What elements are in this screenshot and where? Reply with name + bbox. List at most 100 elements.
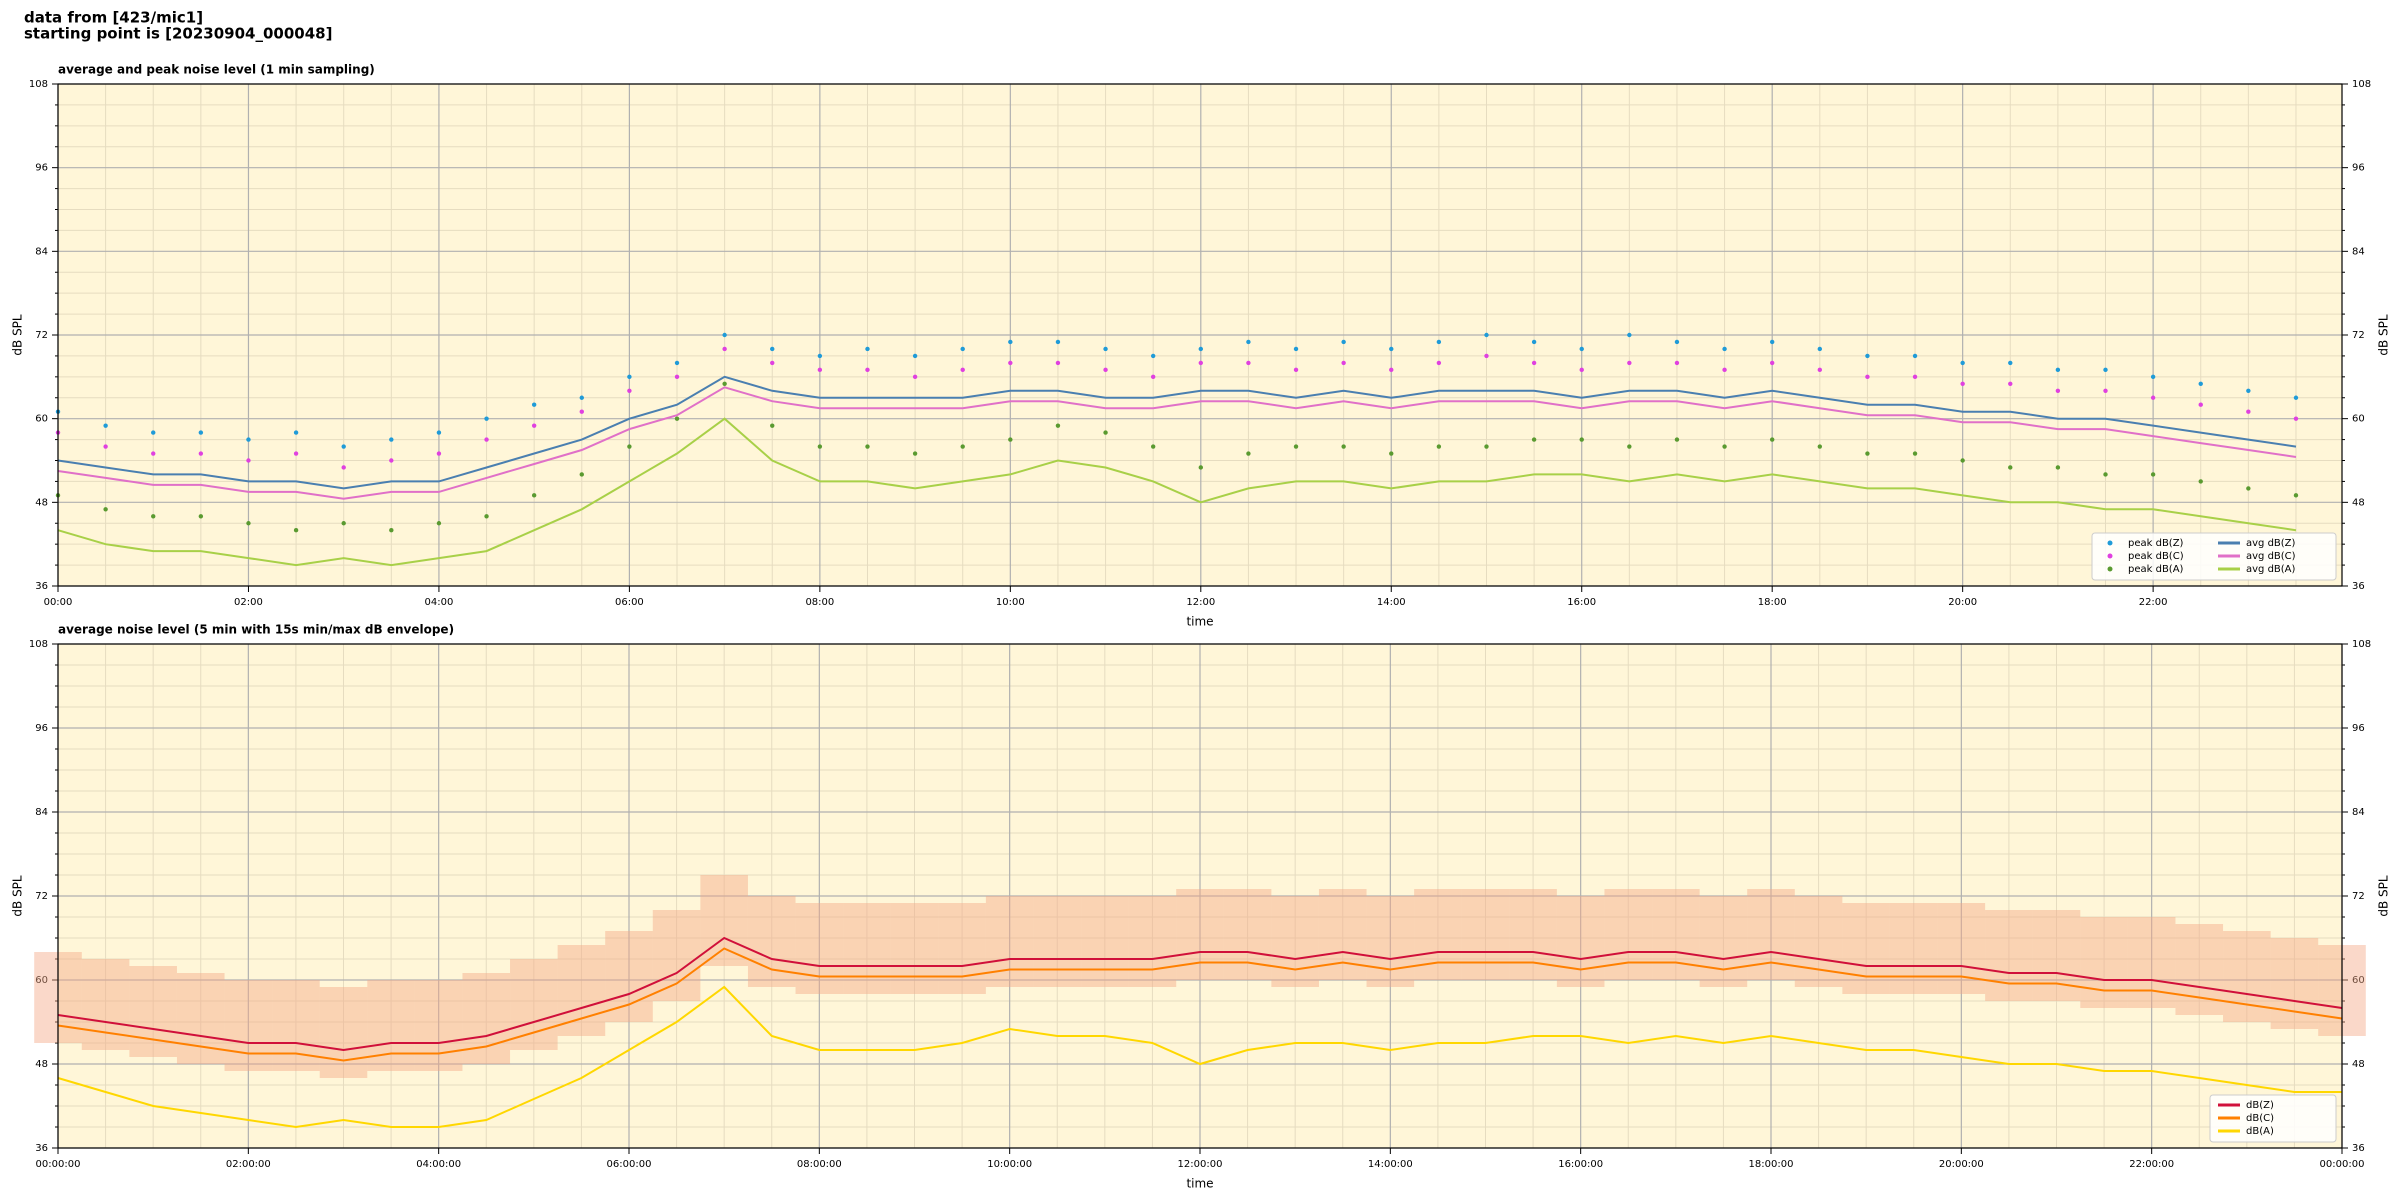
peak-point bbox=[531, 423, 537, 428]
x-tick-label: 10:00 bbox=[996, 597, 1025, 608]
peak-point bbox=[1103, 346, 1108, 352]
peak-point bbox=[1198, 360, 1203, 366]
envelope bbox=[1366, 896, 1415, 987]
x-tick-label: 02:00 bbox=[234, 597, 263, 608]
envelope bbox=[890, 903, 939, 994]
envelope bbox=[1889, 903, 1938, 994]
peak-point bbox=[1246, 451, 1251, 456]
header-line: data from [423/mic1] bbox=[24, 9, 203, 27]
peak-point bbox=[1341, 444, 1346, 449]
y-tick-label: 36 bbox=[2352, 1143, 2365, 1154]
peak-point bbox=[817, 444, 823, 449]
peak-point bbox=[960, 367, 965, 373]
x-tick-label: 22:00:00 bbox=[2129, 1159, 2174, 1170]
envelope bbox=[1414, 889, 1462, 980]
y-tick-label: 48 bbox=[2352, 497, 2365, 508]
peak-point bbox=[674, 360, 680, 366]
peak-point bbox=[1960, 381, 1965, 387]
peak-point bbox=[1246, 360, 1251, 366]
peak-point bbox=[1150, 444, 1156, 449]
peak-point bbox=[2246, 388, 2251, 393]
peak-point bbox=[2246, 486, 2251, 491]
legend-label: avg dB(C) bbox=[2246, 551, 2296, 562]
y-tick-label: 72 bbox=[35, 891, 48, 902]
peak-point bbox=[1389, 451, 1394, 456]
envelope bbox=[1604, 889, 1653, 980]
peak-point bbox=[389, 437, 394, 442]
peak-point bbox=[2008, 465, 2013, 470]
series-line bbox=[57, 936, 2343, 1052]
envelope bbox=[1747, 889, 1795, 980]
peak-point bbox=[484, 416, 489, 421]
envelope bbox=[1176, 889, 1224, 980]
envelope bbox=[510, 959, 558, 1050]
legend-swatch bbox=[2107, 566, 2113, 572]
peak-point bbox=[770, 423, 775, 428]
envelope bbox=[224, 980, 273, 1071]
peak-point bbox=[770, 346, 775, 352]
envelope bbox=[1652, 889, 1700, 980]
x-tick-label: 06:00:00 bbox=[607, 1159, 652, 1170]
envelope bbox=[176, 973, 225, 1064]
peak-point bbox=[1722, 367, 1727, 373]
envelope bbox=[700, 875, 748, 966]
peak-point bbox=[1293, 367, 1299, 373]
peak-point bbox=[1436, 444, 1442, 449]
x-tick-label: 04:00:00 bbox=[416, 1159, 461, 1170]
series-line bbox=[57, 417, 2297, 567]
envelope bbox=[843, 903, 891, 994]
legend-box bbox=[2091, 532, 2337, 581]
y-tick-label: 60 bbox=[2352, 414, 2365, 425]
peak-point bbox=[2293, 493, 2299, 498]
envelope bbox=[1223, 889, 1272, 980]
peak-point bbox=[1341, 339, 1346, 345]
peak-point bbox=[865, 367, 870, 373]
y-tick-label: 60 bbox=[35, 414, 48, 425]
legend-label: avg dB(Z) bbox=[2246, 538, 2296, 549]
x-tick-label: 10:00:00 bbox=[987, 1159, 1032, 1170]
y-tick-label: 96 bbox=[2352, 163, 2365, 174]
peak-point bbox=[1817, 346, 1823, 352]
envelope bbox=[2127, 917, 2176, 1008]
peak-point bbox=[1103, 430, 1108, 435]
peak-point bbox=[1531, 360, 1537, 366]
peak-point bbox=[1960, 458, 1965, 463]
envelope bbox=[1937, 903, 1986, 994]
peak-point bbox=[151, 451, 156, 456]
peak-point bbox=[579, 472, 584, 477]
peak-point bbox=[389, 458, 394, 463]
peak-point bbox=[2150, 472, 2156, 477]
peak-point bbox=[103, 444, 108, 449]
envelope bbox=[414, 980, 463, 1071]
peak-point bbox=[1722, 444, 1727, 449]
envelope bbox=[1985, 910, 2033, 1001]
x-tick-label: 00:00 bbox=[44, 597, 73, 608]
peak-point bbox=[103, 507, 108, 512]
x-tick-label: 18:00 bbox=[1758, 597, 1787, 608]
peak-point bbox=[1198, 465, 1203, 470]
legend-label: dB(C) bbox=[2246, 1113, 2274, 1124]
peak-point bbox=[531, 493, 537, 498]
peak-point bbox=[579, 395, 584, 400]
y-tick-label: 36 bbox=[2352, 581, 2365, 592]
peak-point bbox=[2246, 409, 2251, 414]
envelope bbox=[1461, 889, 1510, 980]
x-tick-label: 16:00:00 bbox=[1558, 1159, 1603, 1170]
peak-point bbox=[1008, 360, 1013, 366]
y-tick-label: 84 bbox=[35, 246, 48, 257]
envelope bbox=[272, 980, 320, 1071]
peak-point bbox=[1817, 444, 1823, 449]
peak-point bbox=[531, 402, 537, 407]
envelope bbox=[81, 959, 130, 1050]
peak-point bbox=[341, 444, 346, 449]
peak-point bbox=[1150, 374, 1156, 380]
plot-frame bbox=[57, 643, 2343, 1149]
peak-point bbox=[2055, 367, 2061, 373]
envelope bbox=[2032, 910, 2081, 1001]
peak-point bbox=[2198, 479, 2203, 484]
x-tick-label: 08:00 bbox=[805, 597, 834, 608]
y-tick-label: 108 bbox=[2352, 639, 2371, 650]
peak-point bbox=[1341, 360, 1346, 366]
x-tick-label: 00:00:00 bbox=[2320, 1159, 2365, 1170]
envelope bbox=[1271, 896, 1319, 987]
